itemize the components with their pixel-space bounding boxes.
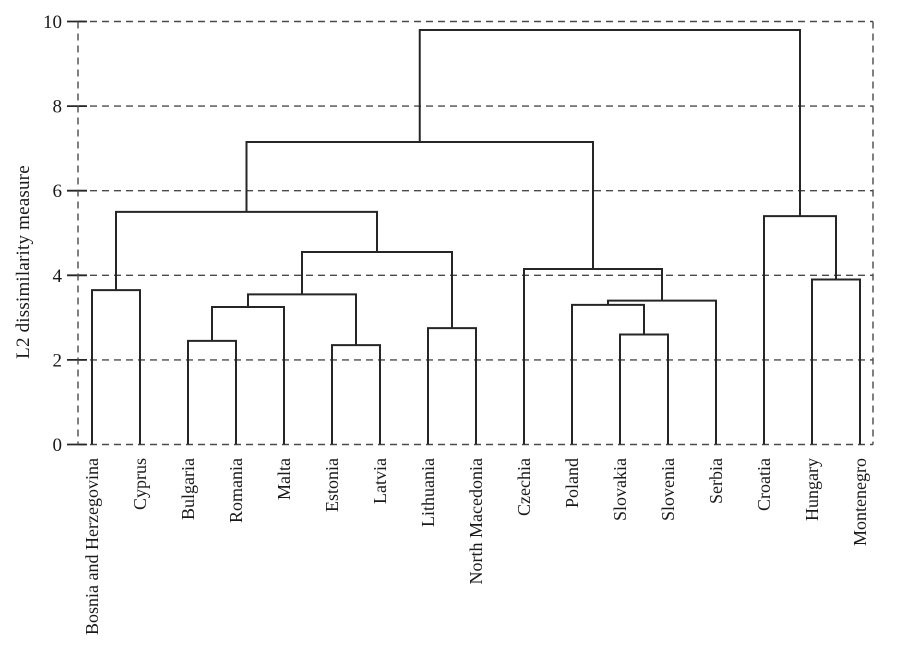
x-leaf-label-1: Cyprus (130, 458, 150, 510)
y-tick-label-8: 8 (53, 97, 63, 118)
x-leaf-label-4: Malta (274, 458, 294, 500)
dendrogram-link-8 (619, 333, 669, 445)
dendrogram-link-2 (211, 306, 285, 445)
dendrogram-link-12 (245, 141, 594, 269)
x-leaf-label-14: Croatia (754, 458, 774, 511)
x-leaf-label-9: Czechia (514, 458, 534, 516)
dendrogram-link-0 (91, 289, 141, 445)
dendrogram-link-4 (247, 293, 357, 346)
x-leaf-label-12: Slovenia (658, 458, 678, 521)
x-leaf-label-16: Montenegro (850, 458, 870, 546)
dendrogram-link-13 (811, 278, 861, 445)
dendrogram-link-7 (115, 210, 378, 291)
dendrogram-link-10 (607, 299, 717, 445)
y-tick-label-0: 0 (53, 435, 63, 456)
x-leaf-label-2: Bulgaria (178, 458, 198, 520)
dendrogram-link-6 (301, 251, 453, 329)
x-leaf-label-5: Estonia (322, 458, 342, 512)
dendrogram-link-11 (523, 267, 663, 445)
x-leaf-label-10: Poland (562, 458, 582, 508)
y-tick-label-10: 10 (43, 12, 62, 33)
x-leaf-label-15: Hungary (802, 458, 822, 521)
y-tick-label-6: 6 (53, 181, 63, 202)
x-leaf-label-8: North Macedonia (466, 458, 486, 584)
dendrogram-link-14 (763, 215, 837, 445)
x-leaf-label-13: Serbia (706, 458, 726, 504)
x-leaf-label-7: Lithuania (418, 458, 438, 527)
x-leaf-label-6: Latvia (370, 458, 390, 504)
dendrogram-link-1 (187, 339, 237, 445)
dendrogram-link-9 (571, 303, 645, 445)
x-leaf-label-3: Romania (226, 458, 246, 523)
y-tick-label-4: 4 (53, 266, 63, 287)
y-tick-label-2: 2 (53, 350, 63, 371)
dendrogram-link-5 (427, 327, 477, 445)
x-leaf-label-11: Slovakia (610, 458, 630, 521)
dendrogram-link-15 (418, 28, 801, 217)
x-leaf-label-0: Bosnia and Herzegovina (82, 458, 102, 635)
